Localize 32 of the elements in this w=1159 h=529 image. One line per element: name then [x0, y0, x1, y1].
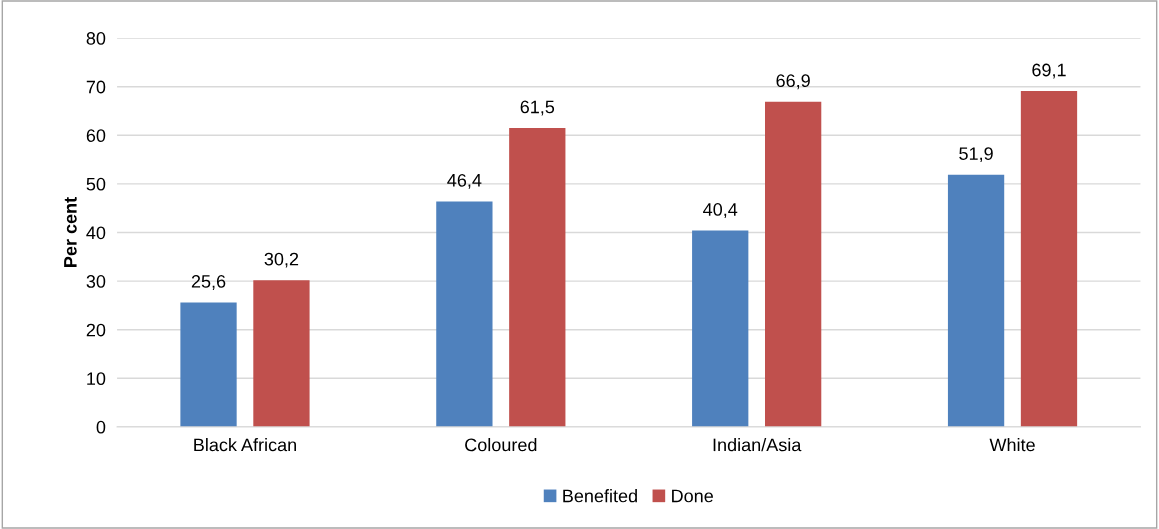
bar [436, 201, 493, 427]
y-tick-label: 20 [86, 323, 106, 337]
y-tick-label: 80 [86, 32, 106, 45]
data-label: 69,1 [1032, 63, 1066, 79]
y-tick-label: 50 [86, 177, 106, 191]
x-tick-label: Coloured [465, 438, 537, 452]
legend-label: Benefited [563, 489, 637, 503]
x-tick-label: White [989, 438, 1035, 452]
data-label: 66,9 [776, 74, 810, 90]
data-label: 30,2 [264, 252, 299, 268]
data-label: 61,5 [520, 100, 555, 116]
data-label: 46,4 [447, 173, 482, 189]
data-label: 51,9 [959, 147, 993, 163]
bar [765, 101, 822, 427]
legend-label: Done [672, 489, 713, 503]
x-tick-label: Indian/Asia [713, 438, 802, 452]
y-tick-label: 30 [86, 275, 106, 288]
bar [180, 302, 237, 427]
bar [253, 280, 310, 427]
bar [692, 230, 749, 427]
data-label: 25,6 [191, 275, 226, 290]
x-tick-label: Black African [194, 438, 296, 452]
data-label: 40,4 [703, 203, 738, 218]
bar [509, 128, 566, 427]
bar [1020, 91, 1078, 427]
y-axis-title: Per cent [64, 197, 77, 267]
y-tick-label: 70 [86, 80, 106, 94]
y-tick-label: 10 [87, 372, 106, 386]
y-tick-label: 40 [86, 226, 106, 240]
y-tick-label: 60 [86, 129, 106, 143]
y-tick-label: 0 [96, 420, 106, 434]
bar [947, 174, 1005, 427]
